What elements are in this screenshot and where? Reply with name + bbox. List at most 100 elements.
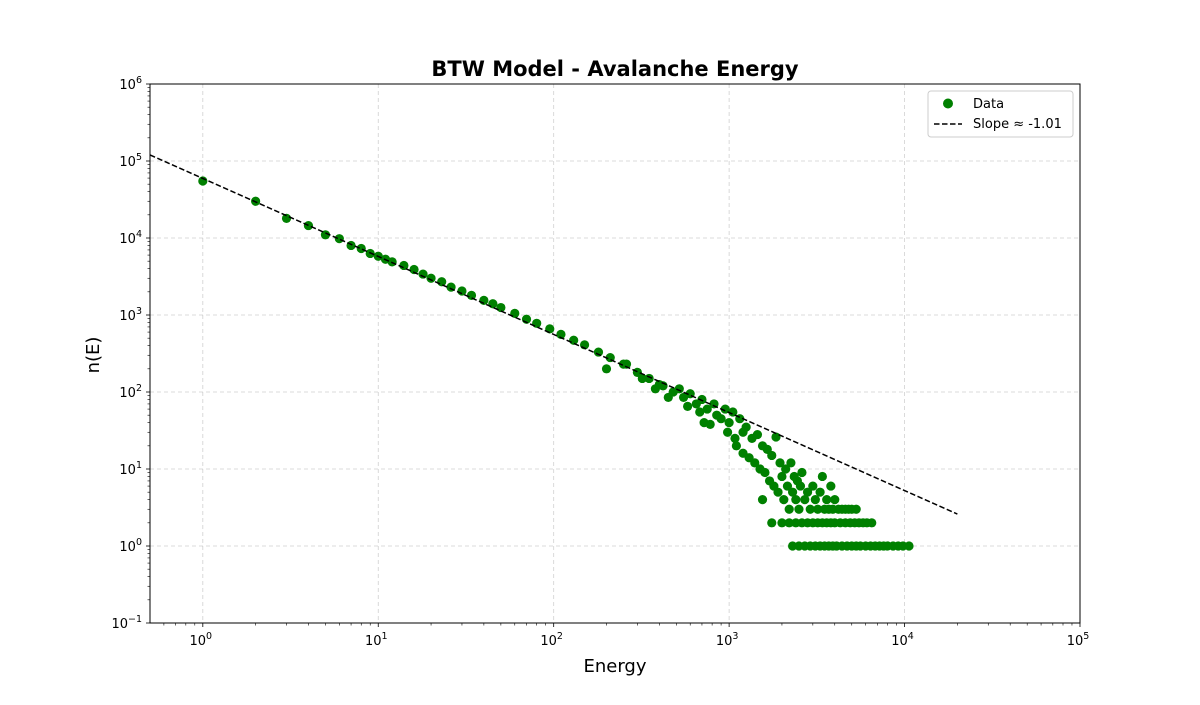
data-point [320,230,331,240]
x-tick-label: 103 [716,631,739,649]
data-point [741,422,751,432]
legend-fit-line-label: Slope ≈ -1.01 [973,117,1062,132]
data-point [767,518,777,528]
data-point [794,504,804,514]
data-point [409,264,419,275]
y-axis-label: n(E) [83,337,104,374]
data-point [437,277,447,287]
data-point [781,464,791,474]
data-point [815,487,825,497]
data-point [760,467,770,478]
data-point [757,495,768,505]
data-point [867,518,877,528]
data-point [810,495,820,505]
y-tick-label: 101 [119,460,142,478]
data-point [532,318,542,328]
plot-frame [149,83,1081,624]
y-tick-label: 105 [119,152,142,170]
data-point [705,419,715,429]
legend-data-marker [943,98,953,109]
data-point [457,286,467,296]
data-point [601,364,612,374]
data-point [683,401,693,412]
data-point [773,487,783,497]
data-point [904,541,914,551]
data-point [399,260,409,271]
data-point [813,504,823,514]
data-point [621,359,632,369]
x-tick-label: 104 [891,631,914,649]
data-point [650,384,661,394]
data-point [730,433,740,443]
legend: Data Slope ≈ -1.01 [927,90,1074,138]
data-point [782,481,793,491]
data-point [418,269,428,279]
y-tick-label: 10−1 [111,614,142,632]
y-tick-label: 103 [119,306,142,324]
data-point [767,450,777,461]
data-point [802,487,813,497]
data-point [800,495,810,505]
y-tick-label: 102 [119,383,142,401]
data-point [644,373,654,384]
data-point [702,404,712,414]
y-tick-label: 106 [119,75,142,93]
data-point [775,458,785,468]
y-tick-label: 100 [119,537,142,555]
legend-data-label: Data [973,97,1004,112]
x-tick-label: 102 [540,631,563,649]
fit-line [149,154,958,515]
data-point [795,481,806,491]
tick-layer: 100 101 102 103 104 105 10−1 100 101 102 103 104 105… [111,75,1089,649]
x-tick-label: 101 [365,631,388,649]
x-tick-label: 100 [190,631,213,649]
legend-box [927,90,1074,138]
data-point [787,487,798,497]
data-point [674,384,684,394]
data-point [724,418,734,428]
data-point [695,407,705,417]
data-point [797,467,807,478]
data-point [731,441,741,451]
data-point [593,347,604,357]
data-point [426,273,436,283]
data-point [496,302,506,313]
data-point [720,404,730,414]
data-point [488,299,498,309]
data-point [784,518,794,528]
x-axis-label: Energy [583,656,646,677]
data-point [822,495,832,505]
data-point [334,234,344,244]
data-point [826,481,836,491]
data-point [722,427,733,437]
data-point [466,290,477,300]
data-point [771,432,781,442]
y-tick-label: 104 [119,229,142,247]
x-tick-label: 105 [1067,631,1090,649]
data-point [817,471,827,482]
data-point [779,495,789,505]
plot-layer [149,154,958,551]
data-point [784,504,794,514]
data-point [569,335,579,345]
data-point [830,495,840,505]
chart-title: BTW Model - Avalanche Energy [431,57,799,81]
data-point [556,329,566,339]
data-point [851,504,861,514]
data-point [637,373,647,384]
data-point [777,471,787,482]
data-point [663,392,673,403]
data-point [805,504,815,514]
data-point [791,495,801,505]
data-point [510,308,520,318]
data-point [752,429,763,440]
data-point [281,213,292,223]
data-point [697,394,707,405]
data-point [787,541,798,551]
data-point [356,243,366,254]
data-point [750,458,760,468]
data-point [777,518,787,528]
data-point [808,481,818,491]
